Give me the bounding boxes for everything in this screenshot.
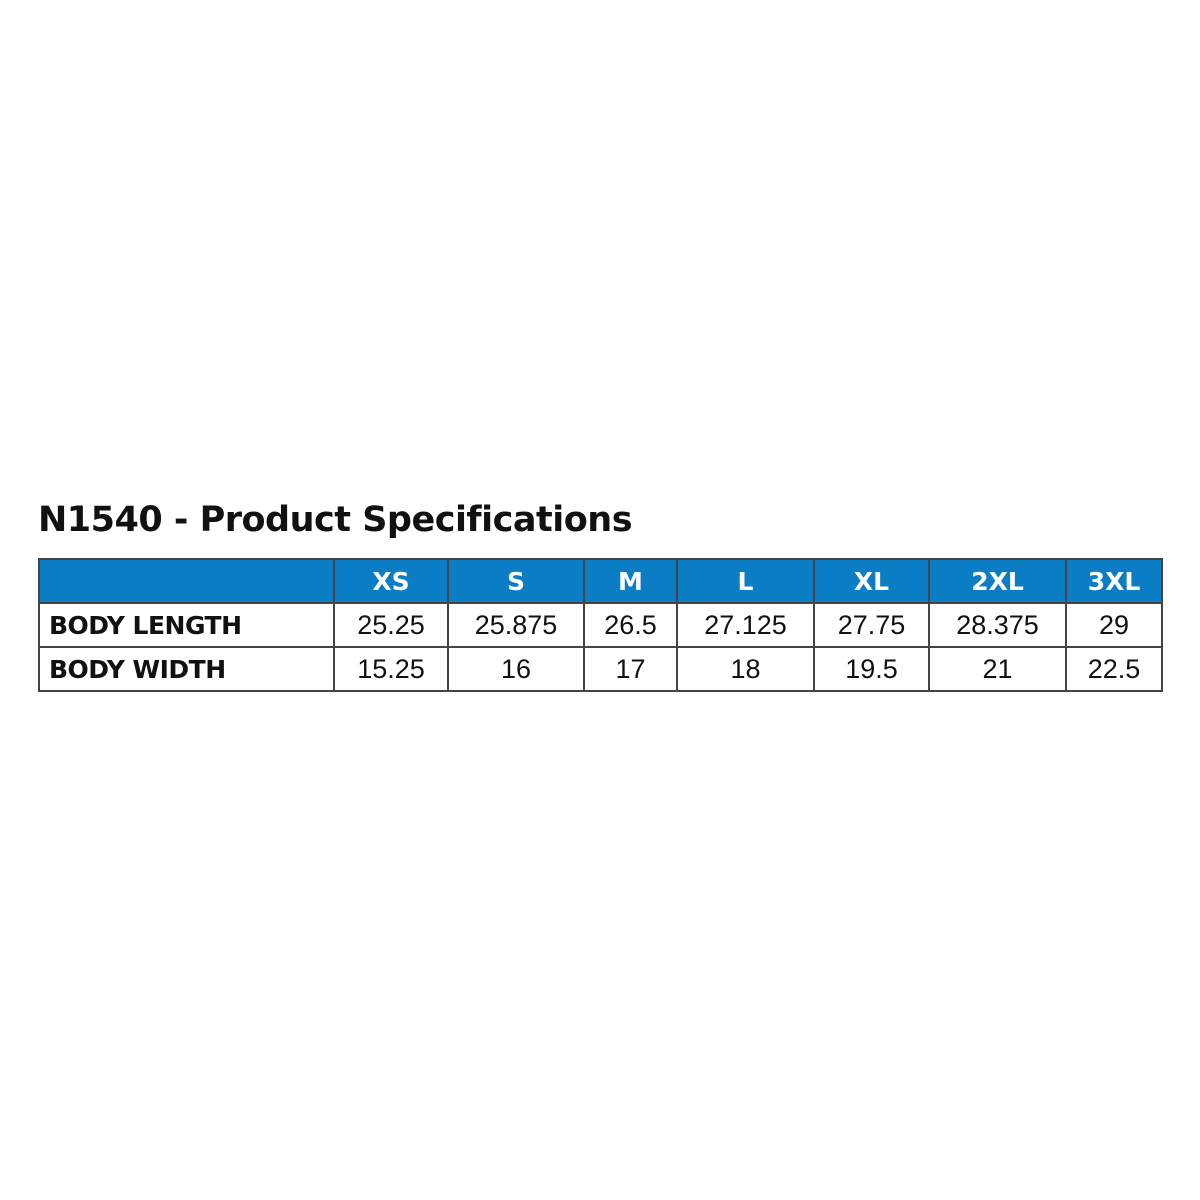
size-header-2xl: 2XL xyxy=(928,558,1067,604)
measurement-cell: 22.5 xyxy=(1065,646,1163,692)
measurement-cell: 26.5 xyxy=(583,602,678,648)
table-row: BODY WIDTH 15.25 16 17 18 19.5 21 22.5 xyxy=(38,646,1163,692)
size-header-l: L xyxy=(676,558,815,604)
measurement-cell: 19.5 xyxy=(813,646,930,692)
measurement-cell: 18 xyxy=(676,646,815,692)
measurement-cell: 27.75 xyxy=(813,602,930,648)
measurement-cell: 27.125 xyxy=(676,602,815,648)
measurement-cell: 25.875 xyxy=(447,602,585,648)
header-row: XS S M L XL 2XL 3XL xyxy=(38,558,1163,604)
row-label: BODY LENGTH xyxy=(38,602,335,648)
measurement-cell: 29 xyxy=(1065,602,1163,648)
size-header-m: M xyxy=(583,558,678,604)
size-header-xs: XS xyxy=(333,558,449,604)
size-header-xl: XL xyxy=(813,558,930,604)
measurement-cell: 25.25 xyxy=(333,602,449,648)
measurement-cell: 15.25 xyxy=(333,646,449,692)
row-label: BODY WIDTH xyxy=(38,646,335,692)
corner-cell xyxy=(38,558,335,604)
table-row: BODY LENGTH 25.25 25.875 26.5 27.125 27.75 28.… xyxy=(38,602,1163,648)
size-spec-table: XS S M L XL 2XL 3XL BODY LENGTH 25.25 25.875 26.5… xyxy=(38,558,1163,692)
size-header-3xl: 3XL xyxy=(1065,558,1163,604)
page-title: N1540 - Product Specifications xyxy=(38,500,633,540)
measurement-cell: 17 xyxy=(583,646,678,692)
size-header-s: S xyxy=(447,558,585,604)
measurement-cell: 28.375 xyxy=(928,602,1067,648)
measurement-cell: 21 xyxy=(928,646,1067,692)
measurement-cell: 16 xyxy=(447,646,585,692)
